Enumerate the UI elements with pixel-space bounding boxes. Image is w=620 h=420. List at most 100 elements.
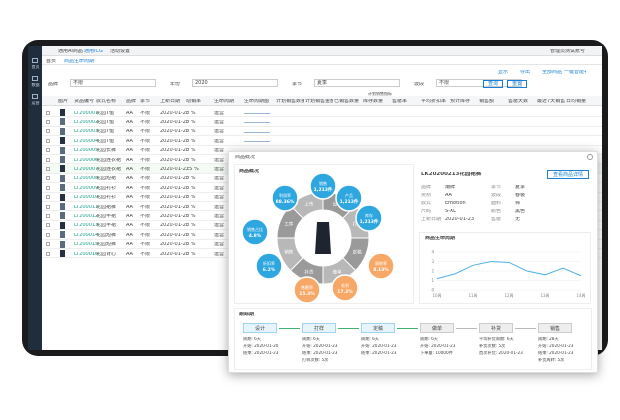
row-checkbox[interactable] <box>46 213 50 218</box>
metric-label: 销售 <box>319 180 327 186</box>
table-row[interactable] <box>42 136 602 146</box>
table-cell: AA <box>126 242 133 248</box>
table-cell: 花园半裙 <box>96 213 117 219</box>
table-cell: 0 % <box>186 232 196 238</box>
sidebar-icon[interactable] <box>32 76 38 81</box>
top-bar <box>42 46 602 56</box>
sidebar-icon[interactable] <box>32 94 38 99</box>
row-checkbox[interactable] <box>46 223 50 228</box>
table-cell: 运营 <box>214 166 225 172</box>
field-value: 2020-01-23 <box>445 217 475 222</box>
row-checkbox[interactable] <box>46 195 50 200</box>
row-thumbnail <box>60 203 65 210</box>
row-checkbox[interactable] <box>46 110 50 115</box>
sidebar-label[interactable]: 运营 <box>31 101 40 105</box>
row-thumbnail <box>60 174 65 182</box>
field-value: S-XL <box>445 209 456 214</box>
filter-select[interactable]: 夏季 <box>314 79 400 87</box>
user-name[interactable]: 管理员测试账号 <box>550 49 586 54</box>
table-cell: 不限 <box>140 157 151 163</box>
metric-value: 1,213件 <box>360 218 379 225</box>
step-detail: 补货次数: 5次 <box>479 344 506 348</box>
row-checkbox[interactable] <box>46 119 50 124</box>
toolbar-link[interactable]: 全部商品 <box>542 70 563 75</box>
toolbar-link[interactable]: 导出 <box>520 70 531 75</box>
table-cell: 运营 <box>214 195 225 201</box>
table-row[interactable] <box>42 108 602 118</box>
table-cell: 不限 <box>140 166 151 172</box>
table-cell: 0 % <box>186 242 196 248</box>
app-tab[interactable]: 通用AI商品运营 <box>58 49 83 54</box>
metric-bubble <box>355 204 383 232</box>
ring-label: 上市 <box>304 200 313 207</box>
column-header: 动销率 <box>186 99 202 104</box>
table-cell: 0 % <box>186 176 196 182</box>
row-thumbnail <box>60 240 65 248</box>
column-header: 季节 <box>140 99 151 104</box>
table-cell: 不限 <box>140 129 151 135</box>
table-row[interactable] <box>42 117 602 127</box>
table-cell: 运营 <box>214 138 225 144</box>
sidebar-label[interactable]: 首页 <box>31 65 40 69</box>
app-tab[interactable]: 活动设置 <box>110 49 131 54</box>
row-checkbox[interactable] <box>46 129 50 134</box>
filter-select[interactable]: 2020 <box>192 79 278 87</box>
table-cell: 不限 <box>140 195 151 201</box>
step-arrow <box>279 328 300 329</box>
metric-label: 毛利 <box>341 282 349 288</box>
row-checkbox[interactable] <box>46 242 50 247</box>
track-panel <box>234 308 592 370</box>
table-cell: 0 % <box>186 110 196 116</box>
row-checkbox[interactable] <box>46 251 50 256</box>
detail-button[interactable]: 查看商品详情 <box>547 170 589 179</box>
step-detail: 开始: 2020-01-23 <box>538 344 574 348</box>
table-cell: 花园衬衫 <box>96 185 117 191</box>
table-cell: LT200016 <box>74 251 99 257</box>
table-cell: 花园裙裤 <box>96 204 117 210</box>
table-cell: AA <box>126 251 133 257</box>
row-checkbox[interactable] <box>46 232 50 237</box>
ring-label: 定稿 <box>353 249 362 256</box>
table-cell: AA <box>126 138 133 144</box>
table-cell: AA <box>126 176 133 182</box>
table-cell: 运营 <box>214 157 225 163</box>
table-cell: 运营 <box>214 223 225 229</box>
action-button[interactable]: 查询 <box>483 80 503 88</box>
table-cell: 花园T恤 <box>96 119 115 125</box>
field-label: 款式 <box>421 201 432 206</box>
filter-select[interactable]: 不限 <box>70 79 156 87</box>
track-title: 跟踪期 <box>239 312 255 317</box>
sidebar-icon[interactable] <box>32 58 38 63</box>
row-checkbox[interactable] <box>46 204 50 209</box>
toolbar-link[interactable]: 显示 <box>498 70 509 75</box>
row-checkbox[interactable] <box>46 166 50 171</box>
table-row[interactable] <box>42 127 602 137</box>
toolbar-link[interactable]: 一键智能补 <box>564 70 586 75</box>
metric-value: 88.36% <box>276 199 295 205</box>
row-thumbnail <box>60 109 65 116</box>
action-button[interactable]: 重置 <box>507 80 527 88</box>
row-checkbox[interactable] <box>46 157 50 162</box>
plan-column-header: 销售额 <box>479 99 495 104</box>
table-cell: 2020-01-23 <box>160 176 188 182</box>
product-image <box>315 222 331 254</box>
metric-label: 销售占比 <box>247 226 263 232</box>
sidebar-label[interactable]: 数据 <box>31 83 40 87</box>
field-value: AA <box>445 193 452 198</box>
filter-select[interactable]: 不限 <box>436 79 522 87</box>
app-tab[interactable]: 通用ICG <box>84 49 103 54</box>
step-arrow <box>515 328 536 329</box>
table-cell: 0 % <box>186 185 196 191</box>
row-checkbox[interactable] <box>46 148 50 153</box>
metric-value: 15.3% <box>299 291 315 297</box>
sub-tab[interactable]: 首页 <box>46 59 57 64</box>
sparkline <box>244 122 270 124</box>
row-checkbox[interactable] <box>46 138 50 143</box>
close-button[interactable] <box>587 154 593 160</box>
field-value: 夏季 <box>515 185 526 190</box>
row-checkbox[interactable] <box>46 176 50 181</box>
column-header: 图片 <box>58 99 69 104</box>
row-checkbox[interactable] <box>46 185 50 190</box>
sub-tab[interactable]: 商品生命周期 <box>64 59 94 64</box>
table-cell: 不限 <box>140 119 151 125</box>
